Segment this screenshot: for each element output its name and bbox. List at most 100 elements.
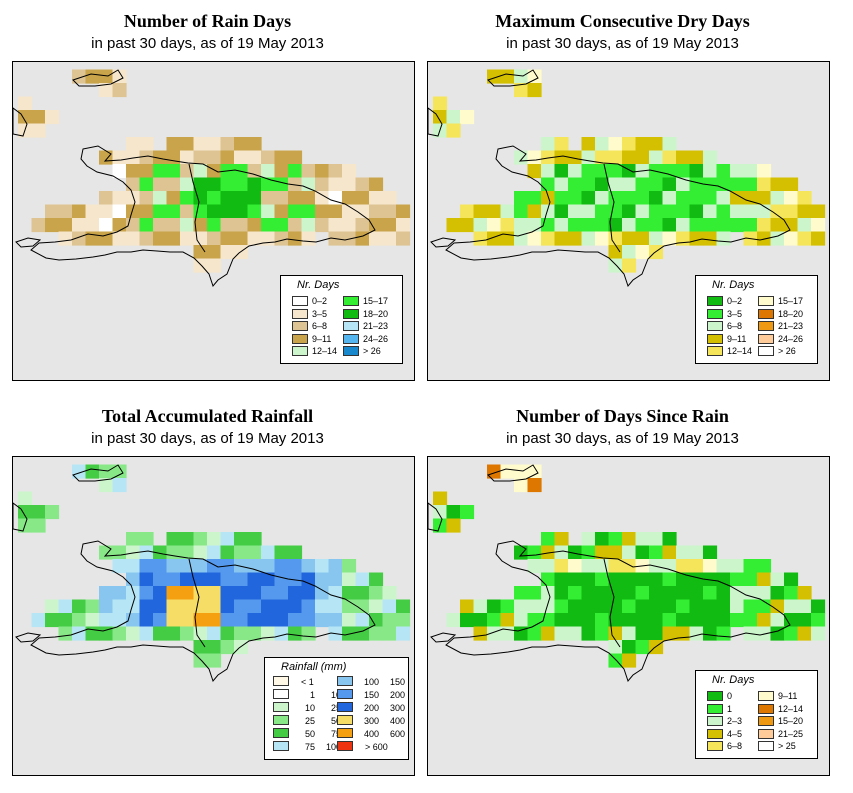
grid-cell [301, 572, 316, 587]
grid-cell [595, 532, 610, 547]
grid-cell [342, 559, 357, 574]
grid-cell [622, 150, 637, 165]
legend-entry: 18–20 [343, 308, 389, 320]
grid-cell [635, 613, 650, 628]
grid-cell [757, 164, 772, 179]
legend-label: 9–11 [727, 333, 747, 344]
legend-entry: 200 300 [337, 702, 405, 714]
days-since-rain-map: Nr. Days 0 1 2–3 4–5 6–8 9–11 12–14 15–20 21–25 >… [427, 456, 830, 776]
grid-cell [568, 613, 583, 628]
grid-cell [811, 231, 826, 246]
grid-cell [301, 218, 316, 233]
grid-cell [369, 599, 384, 614]
legend-label: 3–5 [727, 308, 743, 319]
grid-cell [153, 626, 168, 641]
legend-swatch [337, 741, 353, 751]
rain-days-map: Nr. Days 0–2 3–5 6–8 9–11 12–14 15–17 18–20 21–… [12, 61, 415, 381]
grid-cell [716, 599, 731, 614]
legend-swatch [707, 296, 723, 306]
legend-entry: 25 50 [273, 715, 341, 727]
grid-cell [315, 191, 330, 206]
grid-cell [301, 586, 316, 601]
grid-cell [193, 191, 208, 206]
grid-cell [608, 532, 623, 547]
grid-cell [247, 599, 262, 614]
grid-cell [72, 218, 87, 233]
legend-label: < 1 [301, 677, 314, 687]
grid-cell [31, 110, 46, 125]
grid-cell [247, 586, 262, 601]
grid-cell [797, 586, 812, 601]
legend-label: 18–20 [363, 308, 389, 319]
grid-cell [207, 626, 222, 641]
grid-cell [716, 164, 731, 179]
grid-cell [180, 191, 195, 206]
grid-cell [676, 586, 691, 601]
grid-cell [382, 613, 397, 628]
grid-cell [166, 137, 181, 152]
grid-cell [180, 231, 195, 246]
grid-cell [622, 137, 637, 152]
grid-cell [541, 586, 556, 601]
grid-cell [730, 613, 745, 628]
legend-swatch [337, 689, 353, 699]
grid-cell [45, 218, 60, 233]
grid-cell [315, 204, 330, 219]
grid-cell [743, 613, 758, 628]
map-grid [428, 69, 826, 288]
legend-label: 9–11 [312, 333, 332, 344]
grid-cell [207, 613, 222, 628]
grid-cell [581, 599, 596, 614]
grid-cell [193, 231, 208, 246]
grid-cell [85, 613, 100, 628]
legend-swatch [758, 728, 774, 739]
grid-cell [446, 518, 461, 533]
grid-cell [234, 191, 249, 206]
grid-cell [676, 191, 691, 206]
grid-cell [99, 478, 114, 493]
grid-cell [595, 599, 610, 614]
legend-label: > 600 [365, 742, 388, 752]
legend-swatch [758, 716, 774, 726]
grid-cell [261, 613, 276, 628]
grid-cell [730, 204, 745, 219]
grid-cell [207, 586, 222, 601]
legend-label: 6–8 [727, 321, 743, 331]
grid-cell [193, 640, 208, 655]
grid-cell [514, 586, 529, 601]
grid-cell [112, 626, 127, 641]
panel-subtitle: in past 30 days, as of 19 May 2013 [506, 430, 739, 447]
grid-cell [797, 218, 812, 233]
grid-cell [608, 559, 623, 574]
grid-cell [247, 613, 262, 628]
total-rainfall-map: Rainfall (mm) < 1 1 10 10 25 25 50 50 75 75 100 100… [12, 456, 415, 776]
grid-cell [662, 586, 677, 601]
grid-cell [220, 572, 235, 587]
legend-entry: 1 10 [273, 689, 341, 701]
grid-cell [180, 164, 195, 179]
grid-cell [757, 177, 772, 192]
grid-cell [784, 231, 799, 246]
grid-cell [166, 177, 181, 192]
grid-cell [355, 191, 370, 206]
legend-label: 75 [304, 742, 315, 752]
grid-cell [139, 204, 154, 219]
grid-cell [581, 150, 596, 165]
grid-cell [274, 599, 289, 614]
grid-cell [676, 545, 691, 560]
grid-cell [784, 599, 799, 614]
grid-cell [689, 613, 704, 628]
grid-cell [460, 218, 475, 233]
grid-cell [355, 231, 370, 246]
grid-cell [72, 626, 87, 641]
grid-cell [716, 626, 731, 641]
grid-cell [730, 572, 745, 587]
max-dry-days-panel: Maximum Consecutive Dry Days in past 30 … [415, 0, 830, 390]
map-legend: Rainfall (mm) < 1 1 10 10 25 25 50 50 75 75 100 100… [264, 657, 409, 760]
legend-entry: 24–26 [758, 333, 803, 345]
grid-cell [460, 204, 475, 219]
coastline [428, 502, 443, 532]
legend-entry: > 26 [343, 346, 381, 357]
grid-cell [487, 218, 502, 233]
grid-cell [207, 572, 222, 587]
